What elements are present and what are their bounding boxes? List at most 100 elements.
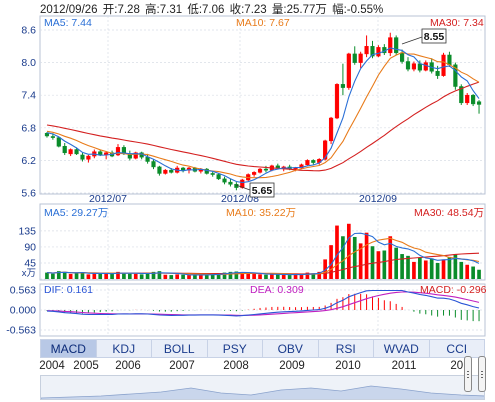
volume-bar bbox=[471, 266, 475, 279]
candle-body bbox=[459, 86, 464, 104]
candle-body bbox=[334, 84, 340, 119]
candle-body bbox=[86, 155, 91, 160]
volume-bar bbox=[406, 255, 410, 279]
x-label-jul: 2012/07 bbox=[89, 193, 127, 205]
candle-body bbox=[68, 149, 73, 155]
candle-body bbox=[204, 168, 209, 174]
vol-ma30-legend: MA30: 48.54万 bbox=[414, 207, 484, 219]
volume-bar bbox=[358, 243, 363, 279]
candle-body bbox=[447, 54, 452, 66]
volume-bar bbox=[287, 275, 292, 279]
quote-volume: 量:25.77万 bbox=[271, 4, 327, 16]
navigator-right-handle[interactable] bbox=[478, 356, 486, 392]
volume-bar bbox=[465, 264, 470, 279]
volume-bar bbox=[51, 273, 55, 279]
candle-body bbox=[210, 173, 215, 175]
timeline-navigator[interactable] bbox=[40, 375, 485, 400]
candle-body bbox=[252, 172, 257, 175]
year-label: 2006 bbox=[115, 360, 141, 372]
year-label: 2004 bbox=[39, 360, 65, 372]
vol-ma5-legend: MA5: 29.27万 bbox=[44, 207, 108, 219]
quote-change: 幅:-0.55% bbox=[332, 4, 384, 16]
volume-bar bbox=[122, 272, 126, 279]
price-tick-label: 6.2 bbox=[21, 155, 36, 167]
candle-body bbox=[346, 53, 351, 88]
volume-bar bbox=[370, 246, 375, 279]
candle-body bbox=[56, 137, 61, 147]
volume-bar bbox=[435, 262, 440, 279]
tab-rsi[interactable]: RSI bbox=[318, 339, 374, 358]
volume-bar bbox=[110, 273, 114, 279]
volume-bar bbox=[388, 236, 393, 279]
volume-bar bbox=[258, 274, 262, 279]
x-label-sep: 2012/09 bbox=[359, 193, 397, 205]
volume-bar bbox=[299, 274, 304, 279]
vol-unit-label: x万 bbox=[22, 268, 36, 279]
volume-bar bbox=[341, 236, 345, 279]
candle-body bbox=[435, 71, 440, 76]
volume-bar bbox=[264, 274, 268, 279]
macd-tick-label: 0.563 bbox=[10, 285, 36, 297]
tab-cci[interactable]: CCI bbox=[429, 339, 485, 358]
volume-bar bbox=[275, 274, 280, 279]
volume-bar bbox=[228, 271, 233, 279]
candle-body bbox=[44, 132, 50, 137]
price-tick-label: 8.0 bbox=[21, 57, 36, 69]
candle-body bbox=[62, 146, 67, 154]
quote-low: 低:7.06 bbox=[187, 4, 225, 16]
candle-body bbox=[352, 53, 357, 63]
tab-obv[interactable]: OBV bbox=[263, 339, 319, 358]
tab-wvad[interactable]: WVAD bbox=[374, 339, 430, 358]
timeline-year-labels: 2004 2005 2006 2007 2008 2009 2010 2011 … bbox=[39, 360, 485, 374]
volume-bar bbox=[86, 274, 91, 279]
candle-body bbox=[411, 63, 417, 70]
volume-bar bbox=[204, 274, 209, 279]
low-marker-text: 5.65 bbox=[252, 185, 273, 197]
volume-bar bbox=[364, 232, 369, 279]
volume-bar bbox=[317, 271, 322, 279]
candle-body bbox=[216, 174, 221, 180]
volume-bar bbox=[293, 274, 298, 279]
quote-high: 高:7.31 bbox=[145, 4, 183, 16]
volume-ma-lines bbox=[46, 232, 480, 276]
candle-body bbox=[169, 169, 174, 173]
high-marker-text: 8.55 bbox=[424, 31, 445, 43]
volume-bar bbox=[139, 274, 144, 279]
tab-macd[interactable]: MACD bbox=[40, 339, 97, 358]
price-panel-frame bbox=[39, 15, 486, 195]
volume-bar bbox=[323, 259, 327, 279]
candle-body bbox=[417, 63, 422, 71]
ma5-line bbox=[46, 47, 480, 184]
candle-body bbox=[476, 101, 482, 105]
quote-close: 收:7.23 bbox=[229, 4, 267, 16]
volume-bar bbox=[234, 271, 239, 279]
volume-bar bbox=[210, 274, 215, 279]
volume-bar bbox=[305, 272, 310, 279]
tab-boll[interactable]: BOLL bbox=[152, 339, 208, 358]
volume-bar bbox=[246, 273, 251, 279]
tab-psy[interactable]: PSY bbox=[207, 339, 263, 358]
volume-bar bbox=[400, 254, 404, 279]
volume-bars bbox=[45, 223, 481, 279]
candle-body bbox=[405, 61, 411, 70]
candle-body bbox=[263, 168, 269, 171]
volume-tick-label: 135 bbox=[18, 225, 36, 237]
volume-bar bbox=[453, 254, 458, 279]
candle-body bbox=[305, 160, 310, 165]
volume-bar bbox=[133, 274, 138, 279]
dif-line bbox=[46, 289, 480, 317]
macd-series bbox=[46, 289, 480, 322]
tab-kdj[interactable]: KDJ bbox=[96, 339, 152, 358]
candle-body bbox=[400, 52, 405, 62]
volume-bar bbox=[429, 258, 434, 279]
candle-body bbox=[340, 84, 345, 88]
navigator-left-handle[interactable] bbox=[464, 356, 472, 392]
candle-body bbox=[358, 53, 363, 63]
volume-bar bbox=[163, 274, 168, 279]
candle-body bbox=[163, 169, 168, 174]
volume-bar bbox=[412, 261, 416, 279]
candle-body bbox=[151, 161, 156, 168]
candle-body bbox=[471, 94, 476, 105]
candle-body bbox=[311, 160, 316, 163]
